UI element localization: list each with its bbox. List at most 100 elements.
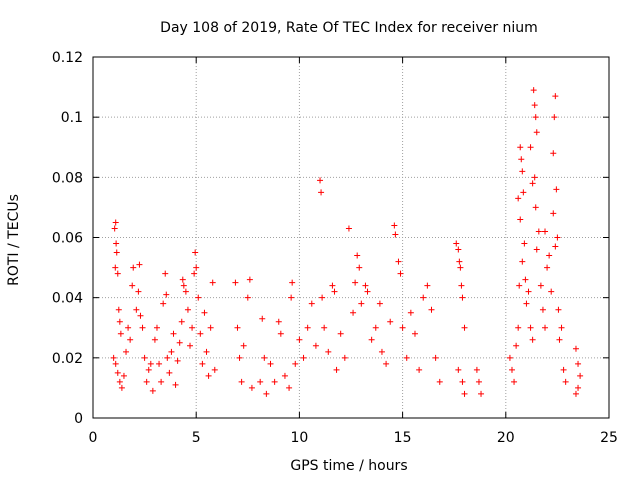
data-point xyxy=(115,306,122,313)
data-point xyxy=(259,315,266,322)
data-point xyxy=(174,357,181,364)
data-point xyxy=(397,270,404,277)
data-point xyxy=(187,342,194,349)
data-point xyxy=(304,324,311,331)
data-point xyxy=(261,354,268,361)
data-point xyxy=(151,336,158,343)
data-point xyxy=(572,390,579,397)
data-point xyxy=(552,93,559,100)
y-tick-label: 0.08 xyxy=(52,170,83,186)
data-point xyxy=(550,210,557,217)
data-point xyxy=(518,156,525,163)
data-point xyxy=(113,240,120,247)
data-point xyxy=(112,360,119,367)
data-point xyxy=(199,360,206,367)
x-tick-label: 0 xyxy=(89,430,98,446)
data-point xyxy=(111,225,118,232)
data-point xyxy=(180,282,187,289)
data-point xyxy=(300,354,307,361)
data-point xyxy=(532,114,539,121)
y-tick-label: 0.06 xyxy=(52,231,83,247)
data-point xyxy=(378,348,385,355)
data-point xyxy=(289,279,296,286)
data-point xyxy=(325,348,332,355)
data-point xyxy=(432,354,439,361)
data-point xyxy=(193,264,200,271)
data-point xyxy=(376,300,383,307)
data-point xyxy=(267,360,274,367)
data-point xyxy=(515,324,522,331)
data-point xyxy=(178,318,185,325)
data-point xyxy=(263,390,270,397)
data-point xyxy=(292,360,299,367)
x-tick-label: 25 xyxy=(600,430,618,446)
data-point xyxy=(149,387,156,394)
data-point xyxy=(205,372,212,379)
data-point xyxy=(236,354,243,361)
data-point xyxy=(407,309,414,316)
y-tick-label: 0.1 xyxy=(61,110,83,126)
y-tick-label: 0 xyxy=(74,411,83,427)
data-point xyxy=(112,219,119,226)
x-axis-label: GPS time / hours xyxy=(290,458,407,474)
data-point xyxy=(544,264,551,271)
data-point xyxy=(459,294,466,301)
data-point xyxy=(271,378,278,385)
data-point xyxy=(232,279,239,286)
data-point xyxy=(513,342,520,349)
data-point xyxy=(337,330,344,337)
data-point xyxy=(531,174,538,181)
data-point xyxy=(112,264,119,271)
data-point xyxy=(160,300,167,307)
data-point xyxy=(575,384,582,391)
data-point xyxy=(116,378,123,385)
data-point xyxy=(416,366,423,373)
data-point xyxy=(319,294,326,301)
data-point xyxy=(530,87,537,94)
data-point xyxy=(403,354,410,361)
data-point xyxy=(117,330,124,337)
data-point xyxy=(548,288,555,295)
data-point xyxy=(176,339,183,346)
data-point xyxy=(139,324,146,331)
data-point xyxy=(424,282,431,289)
data-point xyxy=(478,390,485,397)
data-point xyxy=(455,246,462,253)
data-point xyxy=(191,270,198,277)
data-point xyxy=(201,309,208,316)
data-point xyxy=(577,372,584,379)
data-point xyxy=(317,177,324,184)
x-tick-label: 5 xyxy=(192,430,201,446)
y-tick-label: 0.12 xyxy=(52,50,83,66)
data-point xyxy=(162,270,169,277)
data-point xyxy=(113,249,120,256)
data-point xyxy=(556,336,563,343)
data-point xyxy=(123,348,130,355)
data-point xyxy=(192,249,199,256)
data-points xyxy=(110,87,584,397)
data-point xyxy=(120,372,127,379)
data-point xyxy=(197,330,204,337)
data-point xyxy=(553,186,560,193)
data-point xyxy=(395,258,402,265)
data-point xyxy=(141,354,148,361)
data-point xyxy=(281,372,288,379)
data-point xyxy=(453,240,460,247)
data-point xyxy=(238,378,245,385)
data-point xyxy=(554,234,561,241)
y-axis-label: ROTI / TECUs xyxy=(6,194,22,286)
data-point xyxy=(331,288,338,295)
data-point xyxy=(368,336,375,343)
data-point xyxy=(508,366,515,373)
grid-lines xyxy=(93,57,609,418)
data-point xyxy=(542,228,549,235)
data-point xyxy=(312,342,319,349)
data-point xyxy=(457,264,464,271)
data-point xyxy=(240,342,247,349)
data-point xyxy=(420,294,427,301)
data-point xyxy=(411,330,418,337)
data-point xyxy=(455,366,462,373)
data-point xyxy=(182,288,189,295)
data-point xyxy=(246,276,253,283)
